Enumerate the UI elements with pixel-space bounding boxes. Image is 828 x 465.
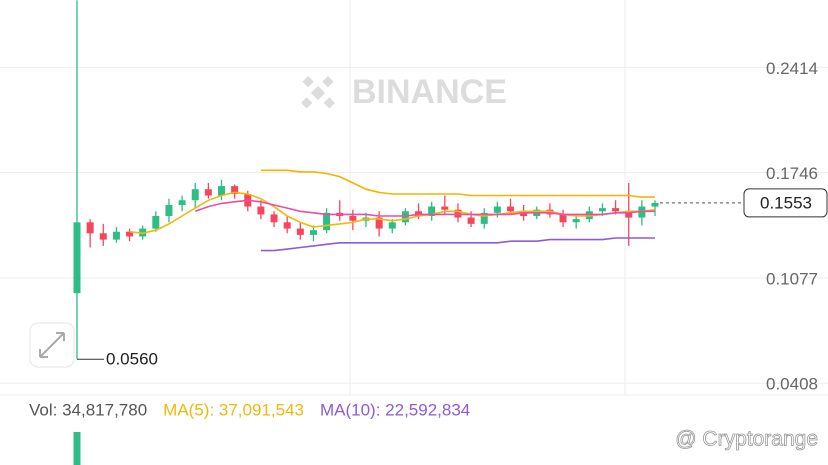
low-label: 0.0560 (106, 350, 158, 369)
candle-body (388, 222, 396, 229)
candle-body (559, 214, 567, 223)
candle-body (598, 208, 606, 212)
ma-line (260, 237, 655, 252)
candle-body (178, 200, 186, 205)
candle-body (204, 189, 212, 196)
volume-bar (73, 432, 81, 465)
ma-line (194, 199, 655, 217)
candle-body (323, 212, 331, 231)
expand-icon (39, 332, 65, 358)
watermark-text: BINANCE (352, 73, 507, 111)
candle-body (126, 231, 134, 237)
candle-body (270, 214, 278, 223)
candle-body (625, 211, 633, 218)
candle-body (218, 186, 225, 196)
volume-legend: Vol: 34,817,780 (29, 400, 147, 419)
candle-body (99, 233, 107, 240)
candle-body (73, 222, 81, 294)
y-tick-label: 0.2414 (766, 59, 818, 78)
expand-button[interactable] (29, 322, 75, 368)
candle-body (507, 206, 514, 212)
candle-body (152, 215, 160, 229)
candle-body (428, 206, 436, 216)
candle-body (441, 206, 449, 210)
candle-body (612, 208, 620, 212)
candle-body (375, 217, 383, 229)
volume-legend: MA(10): 22,592,834 (320, 400, 470, 419)
credit: @ Cryptorange (675, 428, 818, 451)
last-price-box (743, 188, 828, 218)
candle-body (349, 215, 357, 221)
candle-body (296, 228, 304, 235)
candle-body (165, 204, 173, 216)
candle-body (191, 189, 199, 201)
y-tick-label: 0.1746 (766, 164, 818, 183)
candle-body (231, 186, 239, 194)
ma-line (260, 169, 655, 198)
candle-body (520, 211, 528, 216)
last-price-label: 0.1553 (760, 193, 812, 212)
candle-body (467, 217, 475, 224)
y-tick-label: 0.1077 (766, 269, 818, 288)
candle-body (257, 206, 265, 215)
candle-body (651, 202, 659, 207)
candle-body (309, 230, 317, 235)
watermark: BINANCE (301, 73, 507, 111)
candle-body (112, 231, 120, 240)
volume-legend: MA(5): 37,091,543 (163, 400, 304, 419)
y-tick-label: 0.0408 (766, 375, 818, 394)
candle-body (480, 212, 488, 224)
candle-body (283, 222, 291, 229)
candle-body (572, 219, 580, 223)
candle-body (86, 222, 94, 234)
candle-body (493, 206, 501, 213)
